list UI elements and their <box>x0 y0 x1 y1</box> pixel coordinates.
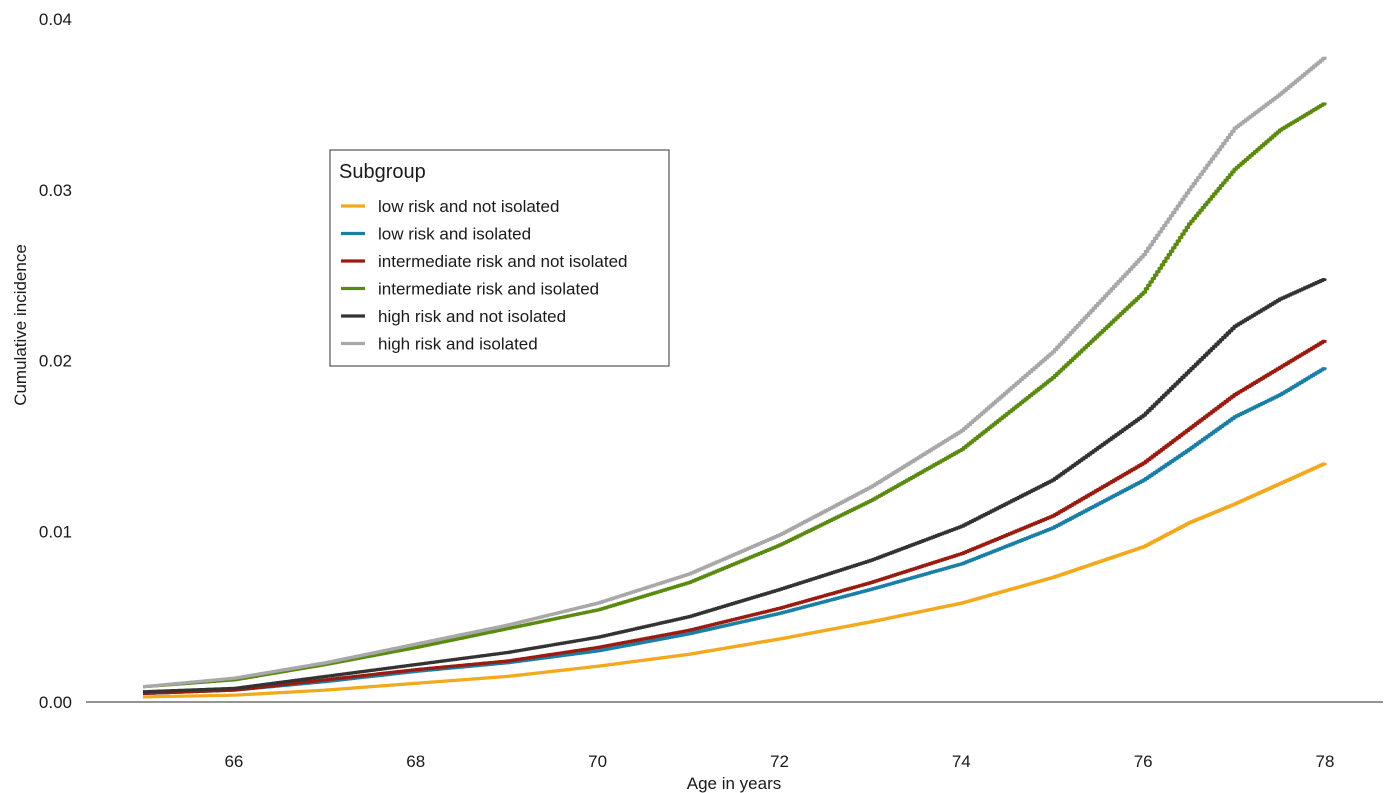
legend-label: low risk and not isolated <box>378 197 559 216</box>
series-line <box>143 56 1327 689</box>
series-line <box>143 102 1327 689</box>
y-tick-label: 0.01 <box>39 522 72 541</box>
x-tick-label: 74 <box>952 752 971 771</box>
y-tick-label: 0.04 <box>39 10 72 29</box>
series-line <box>143 277 1327 694</box>
y-tick-label: 0.02 <box>39 352 72 371</box>
x-axis-title: Age in years <box>687 774 782 793</box>
y-axis-title: Cumulative incidence <box>11 244 30 406</box>
x-tick-label: 70 <box>588 752 607 771</box>
x-tick-label: 72 <box>770 752 789 771</box>
legend-label: low risk and isolated <box>378 225 531 244</box>
series-line <box>143 462 1327 699</box>
y-axis: 0.00 0.01 0.02 0.03 0.04 <box>39 10 72 712</box>
x-tick-label: 66 <box>224 752 243 771</box>
series-line <box>143 367 1327 696</box>
legend-items: low risk and not isolated low risk and is… <box>341 197 627 354</box>
legend-label: high risk and isolated <box>378 335 538 354</box>
legend-label: intermediate risk and not isolated <box>378 252 627 271</box>
legend-label: high risk and not isolated <box>378 307 566 326</box>
x-tick-label: 78 <box>1316 752 1335 771</box>
y-tick-label: 0.03 <box>39 181 72 200</box>
y-tick-label: 0.00 <box>39 693 72 712</box>
series-line <box>143 339 1327 696</box>
legend-box <box>329 149 670 367</box>
x-tick-label: 68 <box>406 752 425 771</box>
legend-label: intermediate risk and isolated <box>378 280 599 299</box>
legend-title: Subgroup <box>339 161 426 183</box>
x-axis: 66 68 70 72 74 76 78 <box>224 752 1334 771</box>
x-tick-label: 76 <box>1134 752 1153 771</box>
series-layer <box>143 56 1327 699</box>
